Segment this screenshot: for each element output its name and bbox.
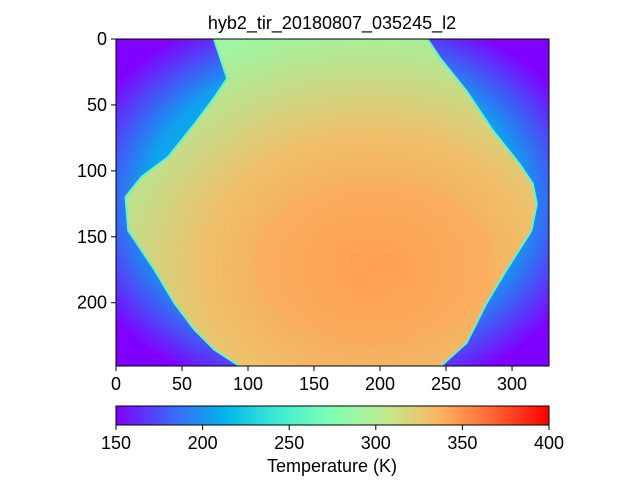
x-tick-label: 100 — [233, 374, 263, 394]
y-tick-label: 50 — [87, 95, 107, 115]
y-axis: 0 50 100 150 200 — [77, 29, 116, 313]
y-tick-label: 0 — [97, 29, 107, 49]
x-tick-label: 150 — [299, 374, 329, 394]
heatmap-area — [116, 39, 549, 366]
heatmap-frame — [115, 38, 550, 367]
x-tick-label: 0 — [111, 374, 121, 394]
x-tick-label: 250 — [431, 374, 461, 394]
x-tick-label: 50 — [172, 374, 192, 394]
colorbar-tick-label: 400 — [534, 433, 564, 453]
colorbar-label: Temperature (K) — [267, 456, 397, 476]
x-tick-label: 300 — [497, 374, 527, 394]
hot-region — [253, 183, 494, 344]
x-tick-label: 200 — [365, 374, 395, 394]
colorbar-tick-label: 200 — [188, 433, 218, 453]
colorbar-tick-label: 350 — [447, 433, 477, 453]
x-axis: 0 50 100 150 200 250 300 — [111, 366, 527, 394]
colorbar-axis: 150 200 250 300 350 400 — [101, 425, 564, 453]
colorbar-tick-label: 150 — [101, 433, 131, 453]
colorbar-tick-label: 250 — [274, 433, 304, 453]
y-tick-label: 200 — [77, 293, 107, 313]
y-tick-label: 150 — [77, 227, 107, 247]
heatmap-layer — [116, 39, 549, 366]
y-tick-label: 100 — [77, 161, 107, 181]
colorbar-tick-label: 300 — [361, 433, 391, 453]
colorbar — [115, 405, 550, 426]
chart-title: hyb2_tir_20180807_035245_l2 — [208, 13, 456, 34]
